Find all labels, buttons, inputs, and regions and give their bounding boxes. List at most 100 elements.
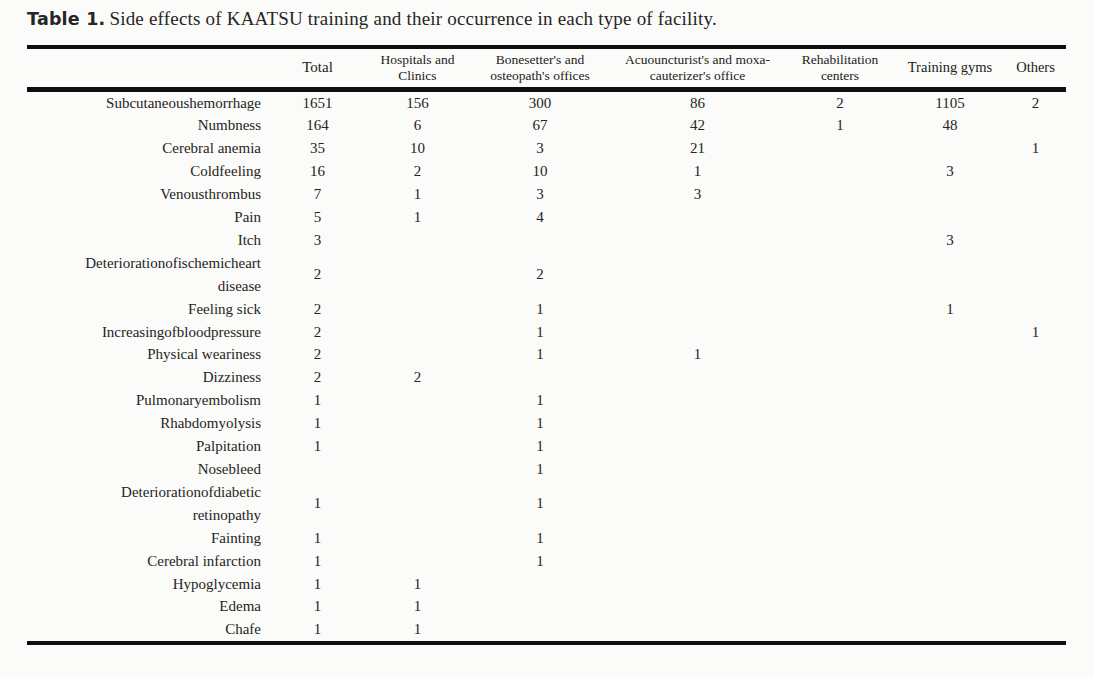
cell-value (785, 252, 895, 298)
cell-value: 10 (365, 137, 470, 160)
cell-value (610, 298, 785, 321)
cell-value (610, 527, 785, 550)
cell-value (785, 206, 895, 229)
cell-value (895, 481, 1005, 527)
cell-value (470, 595, 610, 618)
cell-value: 1 (270, 389, 365, 412)
cell-value: 2 (270, 298, 365, 321)
row-label: Chafe (27, 618, 270, 643)
table-row: Pain 5 1 4 (27, 206, 1066, 229)
cell-value: 35 (270, 137, 365, 160)
row-label: Deteriorationofischemicheart disease (27, 252, 270, 298)
cell-value (1005, 389, 1066, 412)
header-row: Total Hospitals and Clinics Bonesetter's… (27, 47, 1066, 89)
cell-value (365, 481, 470, 527)
table-row: Feeling sick 2 1 1 (27, 298, 1066, 321)
table-row: Coldfeeling 16 2 10 1 3 (27, 160, 1066, 183)
cell-value (1005, 481, 1066, 527)
cell-value: 1 (470, 481, 610, 527)
table-row: Cerebral anemia 35 10 3 21 1 (27, 137, 1066, 160)
row-label: Venousthrombus (27, 183, 270, 206)
cell-value: 1 (365, 206, 470, 229)
column-header-rehabilitation: Rehabilitation centers (785, 47, 895, 89)
cell-value (785, 160, 895, 183)
cell-value (895, 137, 1005, 160)
cell-value (365, 321, 470, 344)
row-label: Palpitation (27, 435, 270, 458)
cell-value: 1 (270, 618, 365, 643)
cell-value (785, 435, 895, 458)
cell-value (1005, 160, 1066, 183)
cell-value (895, 595, 1005, 618)
cell-value (895, 550, 1005, 573)
cell-value (895, 435, 1005, 458)
row-label: Nosebleed (27, 458, 270, 481)
cell-value: 1 (470, 321, 610, 344)
cell-value: 2 (270, 343, 365, 366)
row-label: Cerebral anemia (27, 137, 270, 160)
cell-value (365, 229, 470, 252)
cell-value: 2 (365, 366, 470, 389)
cell-value: 164 (270, 114, 365, 137)
cell-value (1005, 550, 1066, 573)
cell-value: 3 (610, 183, 785, 206)
cell-value: 1 (610, 160, 785, 183)
table-body: Subcutaneoushemorrhage 1651 156 300 86 2… (27, 89, 1066, 643)
cell-value (1005, 412, 1066, 435)
table-row: Venousthrombus 7 1 3 3 (27, 183, 1066, 206)
cell-value: 2 (1005, 89, 1066, 114)
cell-value (785, 343, 895, 366)
cell-value: 5 (270, 206, 365, 229)
cell-value: 16 (270, 160, 365, 183)
table-caption-text: Side effects of KAATSU training and thei… (109, 8, 717, 29)
cell-value (895, 343, 1005, 366)
table-row: Nosebleed 1 (27, 458, 1066, 481)
cell-value (895, 412, 1005, 435)
cell-value: 1 (270, 412, 365, 435)
cell-value (895, 573, 1005, 596)
cell-value (365, 252, 470, 298)
cell-value (365, 435, 470, 458)
cell-value: 1 (365, 618, 470, 643)
table-row: Physical weariness 2 1 1 (27, 343, 1066, 366)
row-label: Feeling sick (27, 298, 270, 321)
cell-value (470, 229, 610, 252)
cell-value: 1 (1005, 137, 1066, 160)
cell-value (1005, 458, 1066, 481)
table-header: Total Hospitals and Clinics Bonesetter's… (27, 47, 1066, 89)
cell-value (1005, 183, 1066, 206)
cell-value: 67 (470, 114, 610, 137)
cell-value (470, 573, 610, 596)
row-label: Coldfeeling (27, 160, 270, 183)
row-label: Increasingofbloodpressure (27, 321, 270, 344)
cell-value (1005, 298, 1066, 321)
table-row: Chafe 1 1 (27, 618, 1066, 643)
cell-value (365, 389, 470, 412)
table-row: Deteriorationofischemicheart disease 2 2 (27, 252, 1066, 298)
cell-value (895, 183, 1005, 206)
cell-value: 42 (610, 114, 785, 137)
cell-value: 2 (270, 252, 365, 298)
table-row: Cerebral infarction 1 1 (27, 550, 1066, 573)
cell-value (365, 550, 470, 573)
cell-value (785, 229, 895, 252)
cell-value (1005, 618, 1066, 643)
row-label: Pain (27, 206, 270, 229)
cell-value (610, 252, 785, 298)
table-caption: Table 1.Side effects of KAATSU training … (27, 8, 1067, 30)
cell-value (785, 298, 895, 321)
cell-value: 48 (895, 114, 1005, 137)
cell-value (785, 137, 895, 160)
cell-value (610, 206, 785, 229)
cell-value: 3 (895, 160, 1005, 183)
cell-value (1005, 206, 1066, 229)
cell-value: 1 (470, 527, 610, 550)
row-label: Cerebral infarction (27, 550, 270, 573)
cell-value: 1 (1005, 321, 1066, 344)
cell-value: 10 (470, 160, 610, 183)
row-label: Dizziness (27, 366, 270, 389)
cell-value: 1 (610, 343, 785, 366)
table-row: Subcutaneoushemorrhage 1651 156 300 86 2… (27, 89, 1066, 114)
cell-value (365, 458, 470, 481)
table-row: Dizziness 2 2 (27, 366, 1066, 389)
